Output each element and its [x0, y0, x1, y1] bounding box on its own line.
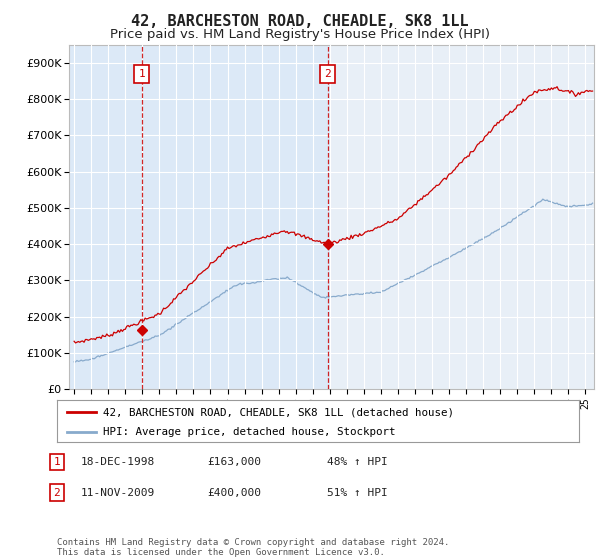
Bar — [330, 45, 600, 389]
Text: £163,000: £163,000 — [207, 457, 261, 467]
Text: £400,000: £400,000 — [207, 488, 261, 498]
Text: Contains HM Land Registry data © Crown copyright and database right 2024.
This d: Contains HM Land Registry data © Crown c… — [57, 538, 449, 557]
Text: 18-DEC-1998: 18-DEC-1998 — [81, 457, 155, 467]
Text: 11-NOV-2009: 11-NOV-2009 — [81, 488, 155, 498]
Text: 48% ↑ HPI: 48% ↑ HPI — [327, 457, 388, 467]
Text: 2: 2 — [53, 488, 61, 498]
Text: 2: 2 — [324, 69, 331, 79]
Text: Price paid vs. HM Land Registry's House Price Index (HPI): Price paid vs. HM Land Registry's House … — [110, 28, 490, 41]
Text: 1: 1 — [53, 457, 61, 467]
Text: 42, BARCHESTON ROAD, CHEADLE, SK8 1LL: 42, BARCHESTON ROAD, CHEADLE, SK8 1LL — [131, 14, 469, 29]
Text: HPI: Average price, detached house, Stockport: HPI: Average price, detached house, Stoc… — [103, 427, 395, 437]
Text: 51% ↑ HPI: 51% ↑ HPI — [327, 488, 388, 498]
Text: 42, BARCHESTON ROAD, CHEADLE, SK8 1LL (detached house): 42, BARCHESTON ROAD, CHEADLE, SK8 1LL (d… — [103, 407, 454, 417]
Text: 1: 1 — [138, 69, 145, 79]
